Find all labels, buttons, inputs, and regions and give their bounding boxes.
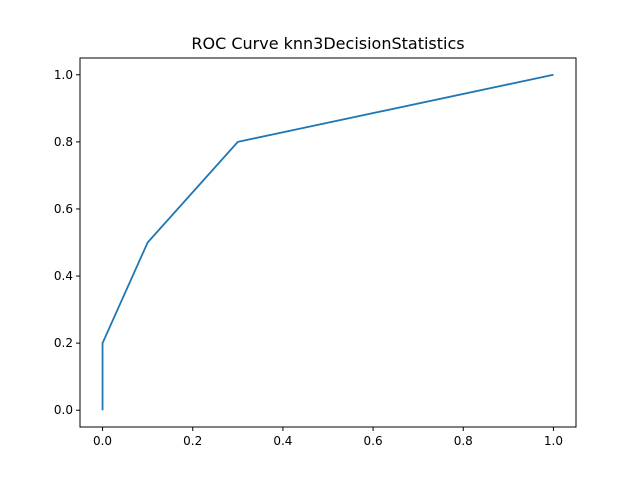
- x-tick-label: 0.2: [183, 434, 202, 448]
- plot-frame: [79, 57, 577, 428]
- x-tick-label: 0.6: [364, 434, 383, 448]
- y-tick-label: 0.4: [54, 269, 73, 283]
- chart-title: ROC Curve knn3DecisionStatistics: [191, 34, 464, 53]
- x-tick-label: 0.4: [273, 434, 292, 448]
- y-axis-ticks: 0.0 0.2 0.4 0.6 0.8 1.0: [54, 68, 80, 417]
- y-tick-label: 0.6: [54, 202, 73, 216]
- x-tick-label: 0.0: [93, 434, 112, 448]
- x-axis-ticks: 0.0 0.2 0.4 0.6 0.8 1.0: [93, 427, 563, 448]
- x-tick-label: 1.0: [544, 434, 563, 448]
- roc-curve-line: [101, 73, 554, 411]
- y-tick-label: 0.0: [54, 403, 73, 417]
- series-layer: [101, 73, 554, 411]
- x-tick-label: 0.8: [454, 434, 473, 448]
- y-tick-label: 0.8: [54, 135, 73, 149]
- y-tick-label: 1.0: [54, 68, 73, 82]
- y-tick-label: 0.2: [54, 336, 73, 350]
